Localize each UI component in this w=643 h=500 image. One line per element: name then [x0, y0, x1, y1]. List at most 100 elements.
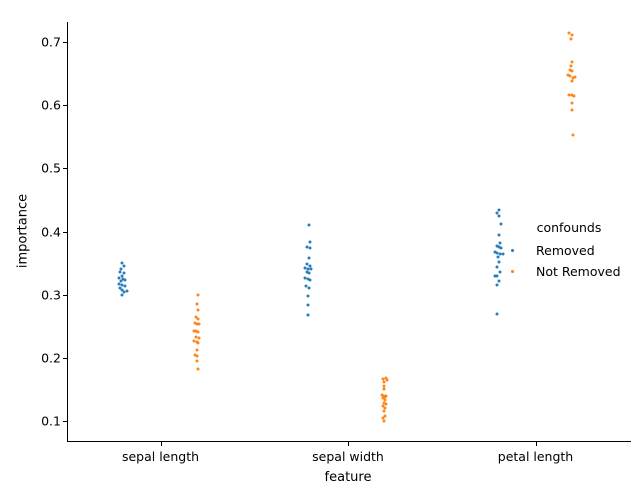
x-axis-spine — [67, 441, 631, 442]
data-point — [121, 277, 125, 281]
data-point — [381, 404, 385, 408]
y-tick-label: 0.7 — [41, 34, 61, 50]
data-point — [303, 266, 307, 270]
data-point — [118, 286, 122, 290]
legend-marker-not-removed-icon — [511, 270, 514, 273]
x-axis-label: feature — [324, 470, 372, 485]
data-point — [570, 79, 574, 83]
y-axis-label: importance — [15, 193, 31, 269]
data-point — [497, 233, 501, 237]
y-tick-label: 0.3 — [41, 287, 61, 303]
legend-item-not-removed: Not Removed — [503, 261, 635, 282]
data-point — [384, 376, 388, 380]
x-tick-mark — [535, 442, 537, 446]
data-point — [122, 271, 125, 275]
data-point — [117, 282, 120, 286]
y-tick-mark — [63, 420, 67, 422]
data-point — [497, 214, 501, 218]
data-point — [196, 341, 200, 345]
data-point — [193, 353, 196, 357]
data-point — [193, 321, 196, 325]
data-point — [309, 267, 313, 271]
data-point — [308, 246, 312, 250]
data-point — [496, 255, 500, 259]
data-point — [196, 308, 200, 312]
data-point — [495, 312, 499, 316]
data-point — [308, 278, 312, 282]
data-point — [306, 303, 310, 307]
data-point — [383, 398, 387, 402]
y-tick-mark — [63, 105, 67, 107]
x-tick-label: sepal width — [312, 449, 384, 464]
data-point — [194, 315, 197, 319]
data-point — [493, 274, 497, 278]
data-point — [495, 283, 499, 287]
data-point — [499, 246, 503, 250]
data-point — [571, 133, 575, 137]
y-axis-spine — [67, 22, 68, 442]
data-point — [568, 74, 572, 78]
y-tick-label: 0.4 — [41, 224, 61, 239]
y-tick-label: 0.5 — [41, 160, 61, 176]
data-point — [306, 267, 310, 271]
data-point — [497, 279, 501, 283]
data-point — [197, 322, 201, 326]
data-point — [306, 277, 310, 281]
data-point — [307, 256, 311, 260]
data-point — [196, 330, 200, 334]
data-point — [573, 75, 577, 79]
data-point — [498, 241, 502, 245]
data-point — [195, 359, 198, 363]
data-point — [501, 252, 505, 256]
data-point — [495, 211, 499, 215]
x-tick-mark — [348, 442, 349, 446]
y-tick-label: 0.6 — [41, 97, 61, 113]
data-point — [495, 244, 499, 248]
data-point — [567, 93, 571, 97]
data-point — [120, 283, 124, 287]
data-point — [307, 223, 311, 227]
data-point — [497, 245, 501, 249]
data-point — [495, 274, 499, 278]
y-tick-label: 0.2 — [41, 350, 61, 366]
data-point — [385, 378, 389, 382]
data-point — [497, 208, 501, 212]
data-point — [196, 317, 200, 321]
y-tick-mark — [63, 42, 67, 44]
data-point — [495, 265, 499, 269]
data-point — [120, 261, 124, 265]
legend: confounds Removed Not Removed — [503, 220, 635, 282]
data-point — [499, 222, 503, 226]
data-point — [303, 276, 307, 280]
data-point — [381, 416, 385, 420]
data-point — [196, 367, 200, 371]
y-tick-mark — [63, 168, 67, 170]
data-point — [572, 94, 576, 98]
data-point — [382, 409, 386, 413]
data-point — [568, 68, 572, 72]
data-point — [498, 252, 502, 256]
data-point — [304, 284, 308, 288]
data-point — [120, 288, 124, 292]
data-point — [493, 250, 497, 254]
data-point — [197, 336, 201, 339]
data-point — [570, 101, 574, 105]
data-point — [117, 276, 121, 280]
data-point — [382, 419, 386, 423]
y-tick-mark — [63, 357, 67, 359]
data-point — [307, 286, 311, 290]
data-point — [308, 264, 312, 268]
data-point — [382, 387, 386, 391]
data-point — [570, 60, 574, 64]
data-point — [570, 108, 574, 112]
data-point — [195, 348, 198, 352]
data-point — [119, 279, 122, 283]
legend-marker-removed-icon — [511, 249, 514, 252]
data-point — [305, 245, 309, 249]
data-point — [384, 402, 388, 406]
data-point — [123, 284, 127, 288]
data-point — [120, 293, 123, 297]
data-point — [192, 329, 196, 333]
data-point — [569, 64, 573, 68]
data-point — [306, 313, 310, 317]
